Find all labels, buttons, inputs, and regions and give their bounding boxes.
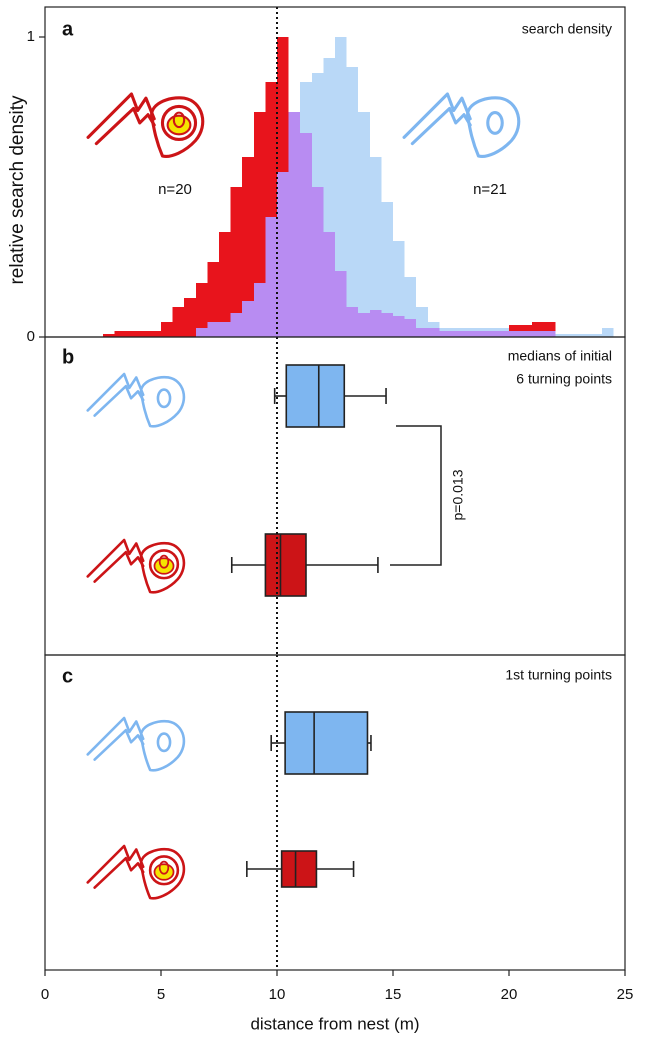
y-tick-label: 0: [27, 328, 35, 345]
panel-label: c: [62, 665, 73, 687]
x-tick-label: 0: [41, 986, 49, 1003]
annotation: n=21: [473, 181, 507, 198]
histogram-bar: [393, 241, 405, 337]
overlap-bar: [323, 232, 335, 337]
overlap-bar: [451, 331, 463, 337]
plot-area: 010 5 10 15 20 25: [27, 7, 634, 1003]
histogram-bar: [543, 322, 556, 337]
histogram-bar: [265, 82, 277, 337]
overlap-bar: [311, 187, 324, 337]
box: [264, 533, 307, 597]
panel-frame: [44, 654, 626, 971]
histogram-bar: [161, 322, 173, 337]
overlap-bar: [277, 37, 289, 337]
histogram-bar: [381, 202, 393, 337]
overlap-bar: [427, 328, 440, 337]
histogram-bar: [253, 112, 266, 337]
overlap-bar: [404, 319, 417, 337]
histogram-bar: [219, 232, 231, 337]
ant-icon: [86, 372, 186, 428]
histogram-bar: [590, 334, 602, 337]
panel-title: 6 turning points: [516, 371, 612, 387]
overlap-bar: [462, 331, 475, 337]
histogram-bar: [195, 283, 208, 337]
histogram-bar: [404, 277, 417, 337]
histogram-bar: [601, 328, 614, 337]
histogram-bar: [335, 37, 347, 337]
histogram-bar: [346, 67, 359, 337]
overlap-bar: [346, 307, 359, 337]
ant-icon: [86, 538, 186, 594]
overlap-bar: [335, 271, 347, 337]
box: [280, 850, 318, 888]
y-tick-label: 1: [27, 28, 35, 45]
overlap-bar: [381, 313, 393, 337]
x-tick-label: 25: [617, 986, 634, 1003]
x-tick-label: 15: [385, 986, 402, 1003]
box: [284, 711, 369, 775]
panel-label: b: [62, 346, 74, 368]
overlap-bar: [485, 331, 498, 337]
histogram-bar: [358, 112, 370, 337]
overlap-bar: [300, 133, 312, 337]
ant-icon: [402, 92, 521, 159]
histogram-bar: [114, 331, 127, 337]
histogram-bar: [230, 187, 243, 337]
histogram-bar: [369, 157, 382, 337]
box: [285, 364, 346, 428]
histogram-bar: [578, 334, 591, 337]
histogram-bar: [416, 307, 428, 337]
overlap-bar: [358, 313, 370, 337]
histogram-bar: [149, 331, 161, 337]
overlap-bar: [288, 112, 301, 337]
ant-icon: [86, 716, 186, 772]
x-axis-label: distance from nest (m): [250, 1014, 419, 1033]
y-axis-label: relative search density: [7, 95, 28, 285]
overlap-bar: [393, 316, 405, 337]
histogram-bar: [532, 322, 544, 337]
x-tick-label: 5: [157, 986, 165, 1003]
overlap-bar: [439, 331, 451, 337]
annotation: n=20: [158, 181, 192, 198]
overlap-bar: [497, 331, 509, 337]
histogram-bar: [126, 331, 138, 337]
histogram-bar: [323, 58, 335, 337]
histogram-bar: [103, 334, 115, 337]
x-tick-label: 20: [501, 986, 518, 1003]
overlap-bar: [416, 328, 428, 337]
panel-label: a: [62, 18, 74, 40]
histogram-bar: [184, 298, 196, 337]
panel-title: medians of initial: [508, 348, 612, 364]
ant-icon: [86, 92, 205, 159]
overlap-bar: [509, 325, 521, 337]
p-value: p=0.013: [450, 469, 466, 520]
x-tick-label: 10: [269, 986, 286, 1003]
overlap-bar: [474, 331, 486, 337]
overlap-bar: [520, 325, 533, 337]
histogram-bar: [567, 334, 579, 337]
histogram-bar: [207, 262, 219, 337]
panel-title: 1st turning points: [505, 667, 612, 683]
overlap-bar: [369, 310, 382, 337]
ant-icon: [86, 844, 186, 900]
panel-title: search density: [522, 21, 612, 37]
significance-bracket: [390, 425, 442, 566]
histogram-bar: [172, 307, 185, 337]
histogram-bar: [137, 331, 150, 337]
histogram-bar: [242, 157, 254, 337]
histogram-bar: [555, 334, 567, 337]
